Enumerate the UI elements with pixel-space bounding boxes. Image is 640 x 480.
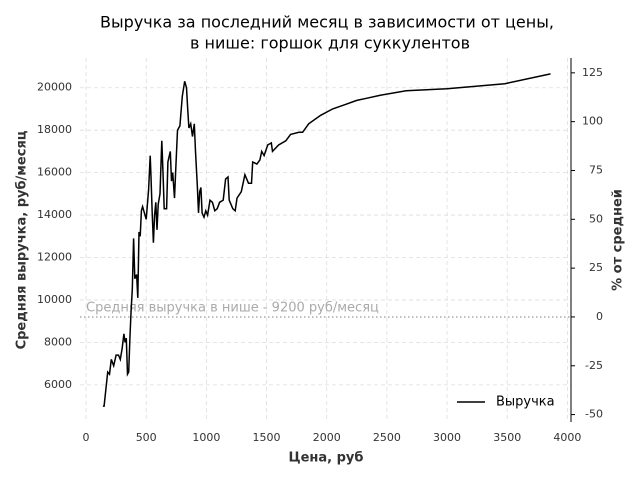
y-tick-label: 16000 [37, 166, 72, 179]
x-tick-label: 3000 [433, 431, 461, 444]
y2-tick-label: 75 [589, 163, 603, 176]
y2-tick-label: 100 [582, 115, 603, 128]
y2-tick-label: 0 [596, 310, 603, 323]
x-tick-label: 1000 [192, 431, 220, 444]
y2-tick-label: -25 [585, 359, 603, 372]
y-tick-label: 20000 [37, 81, 72, 94]
x-tick-label: 1500 [253, 431, 281, 444]
x-tick-label: 2500 [373, 431, 401, 444]
chart-title: Выручка за последний месяц в зависимости… [100, 13, 554, 32]
x-tick-label: 4000 [553, 431, 581, 444]
line-series [102, 73, 551, 407]
average-annotation: Средняя выручка в нише - 9200 руб/месяц [86, 300, 379, 315]
x-axis-label: Цена, руб [289, 451, 364, 466]
y-tick-label: 14000 [37, 208, 72, 221]
x-tick-label: 2000 [313, 431, 341, 444]
legend-label: Выручка [496, 395, 555, 410]
x-tick-label: 500 [136, 431, 157, 444]
y2-tick-label: 50 [589, 212, 603, 225]
y2-tick-label: 25 [589, 261, 603, 274]
x-tick-label: 0 [83, 431, 90, 444]
y-tick-label: 18000 [37, 123, 72, 136]
y-tick-label: 6000 [44, 378, 72, 391]
y2-tick-label: -50 [585, 408, 603, 421]
y2-axis-label: % от средней [611, 189, 626, 291]
y-tick-label: 10000 [37, 293, 72, 306]
y-axis-label: Средняя выручка, руб/месяц [15, 130, 30, 349]
chart-title: в нише: горшок для суккулентов [190, 34, 470, 53]
y-tick-label: 12000 [37, 251, 72, 264]
y-tick-label: 8000 [44, 335, 72, 348]
y2-tick-label: 125 [582, 66, 603, 79]
x-tick-label: 3500 [493, 431, 521, 444]
